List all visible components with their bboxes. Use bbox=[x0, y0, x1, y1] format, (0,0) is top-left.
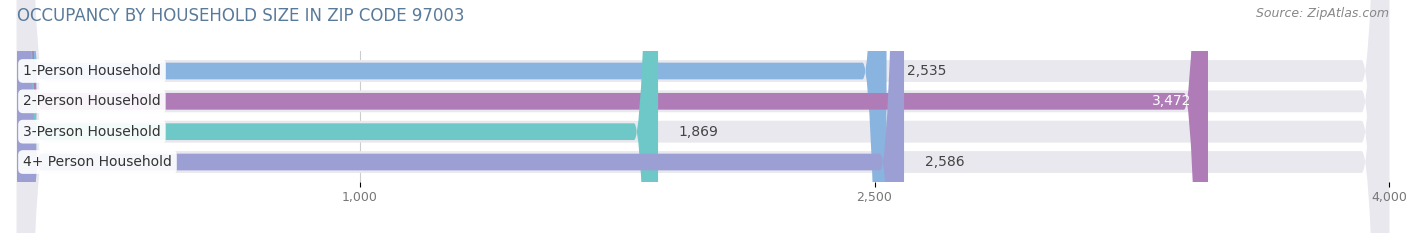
Text: 3-Person Household: 3-Person Household bbox=[22, 125, 160, 139]
FancyBboxPatch shape bbox=[17, 0, 1389, 233]
FancyBboxPatch shape bbox=[17, 0, 658, 233]
Text: 2,586: 2,586 bbox=[925, 155, 965, 169]
Text: Source: ZipAtlas.com: Source: ZipAtlas.com bbox=[1256, 7, 1389, 20]
FancyBboxPatch shape bbox=[17, 0, 887, 233]
FancyBboxPatch shape bbox=[17, 0, 1208, 233]
Text: OCCUPANCY BY HOUSEHOLD SIZE IN ZIP CODE 97003: OCCUPANCY BY HOUSEHOLD SIZE IN ZIP CODE … bbox=[17, 7, 464, 25]
Text: 1,869: 1,869 bbox=[679, 125, 718, 139]
Text: 4+ Person Household: 4+ Person Household bbox=[22, 155, 172, 169]
Text: 1-Person Household: 1-Person Household bbox=[22, 64, 160, 78]
FancyBboxPatch shape bbox=[17, 0, 1389, 233]
Text: 2,535: 2,535 bbox=[907, 64, 946, 78]
FancyBboxPatch shape bbox=[17, 0, 1389, 233]
Text: 3,472: 3,472 bbox=[1152, 94, 1191, 108]
FancyBboxPatch shape bbox=[17, 0, 904, 233]
Text: 2-Person Household: 2-Person Household bbox=[22, 94, 160, 108]
FancyBboxPatch shape bbox=[17, 0, 1389, 233]
